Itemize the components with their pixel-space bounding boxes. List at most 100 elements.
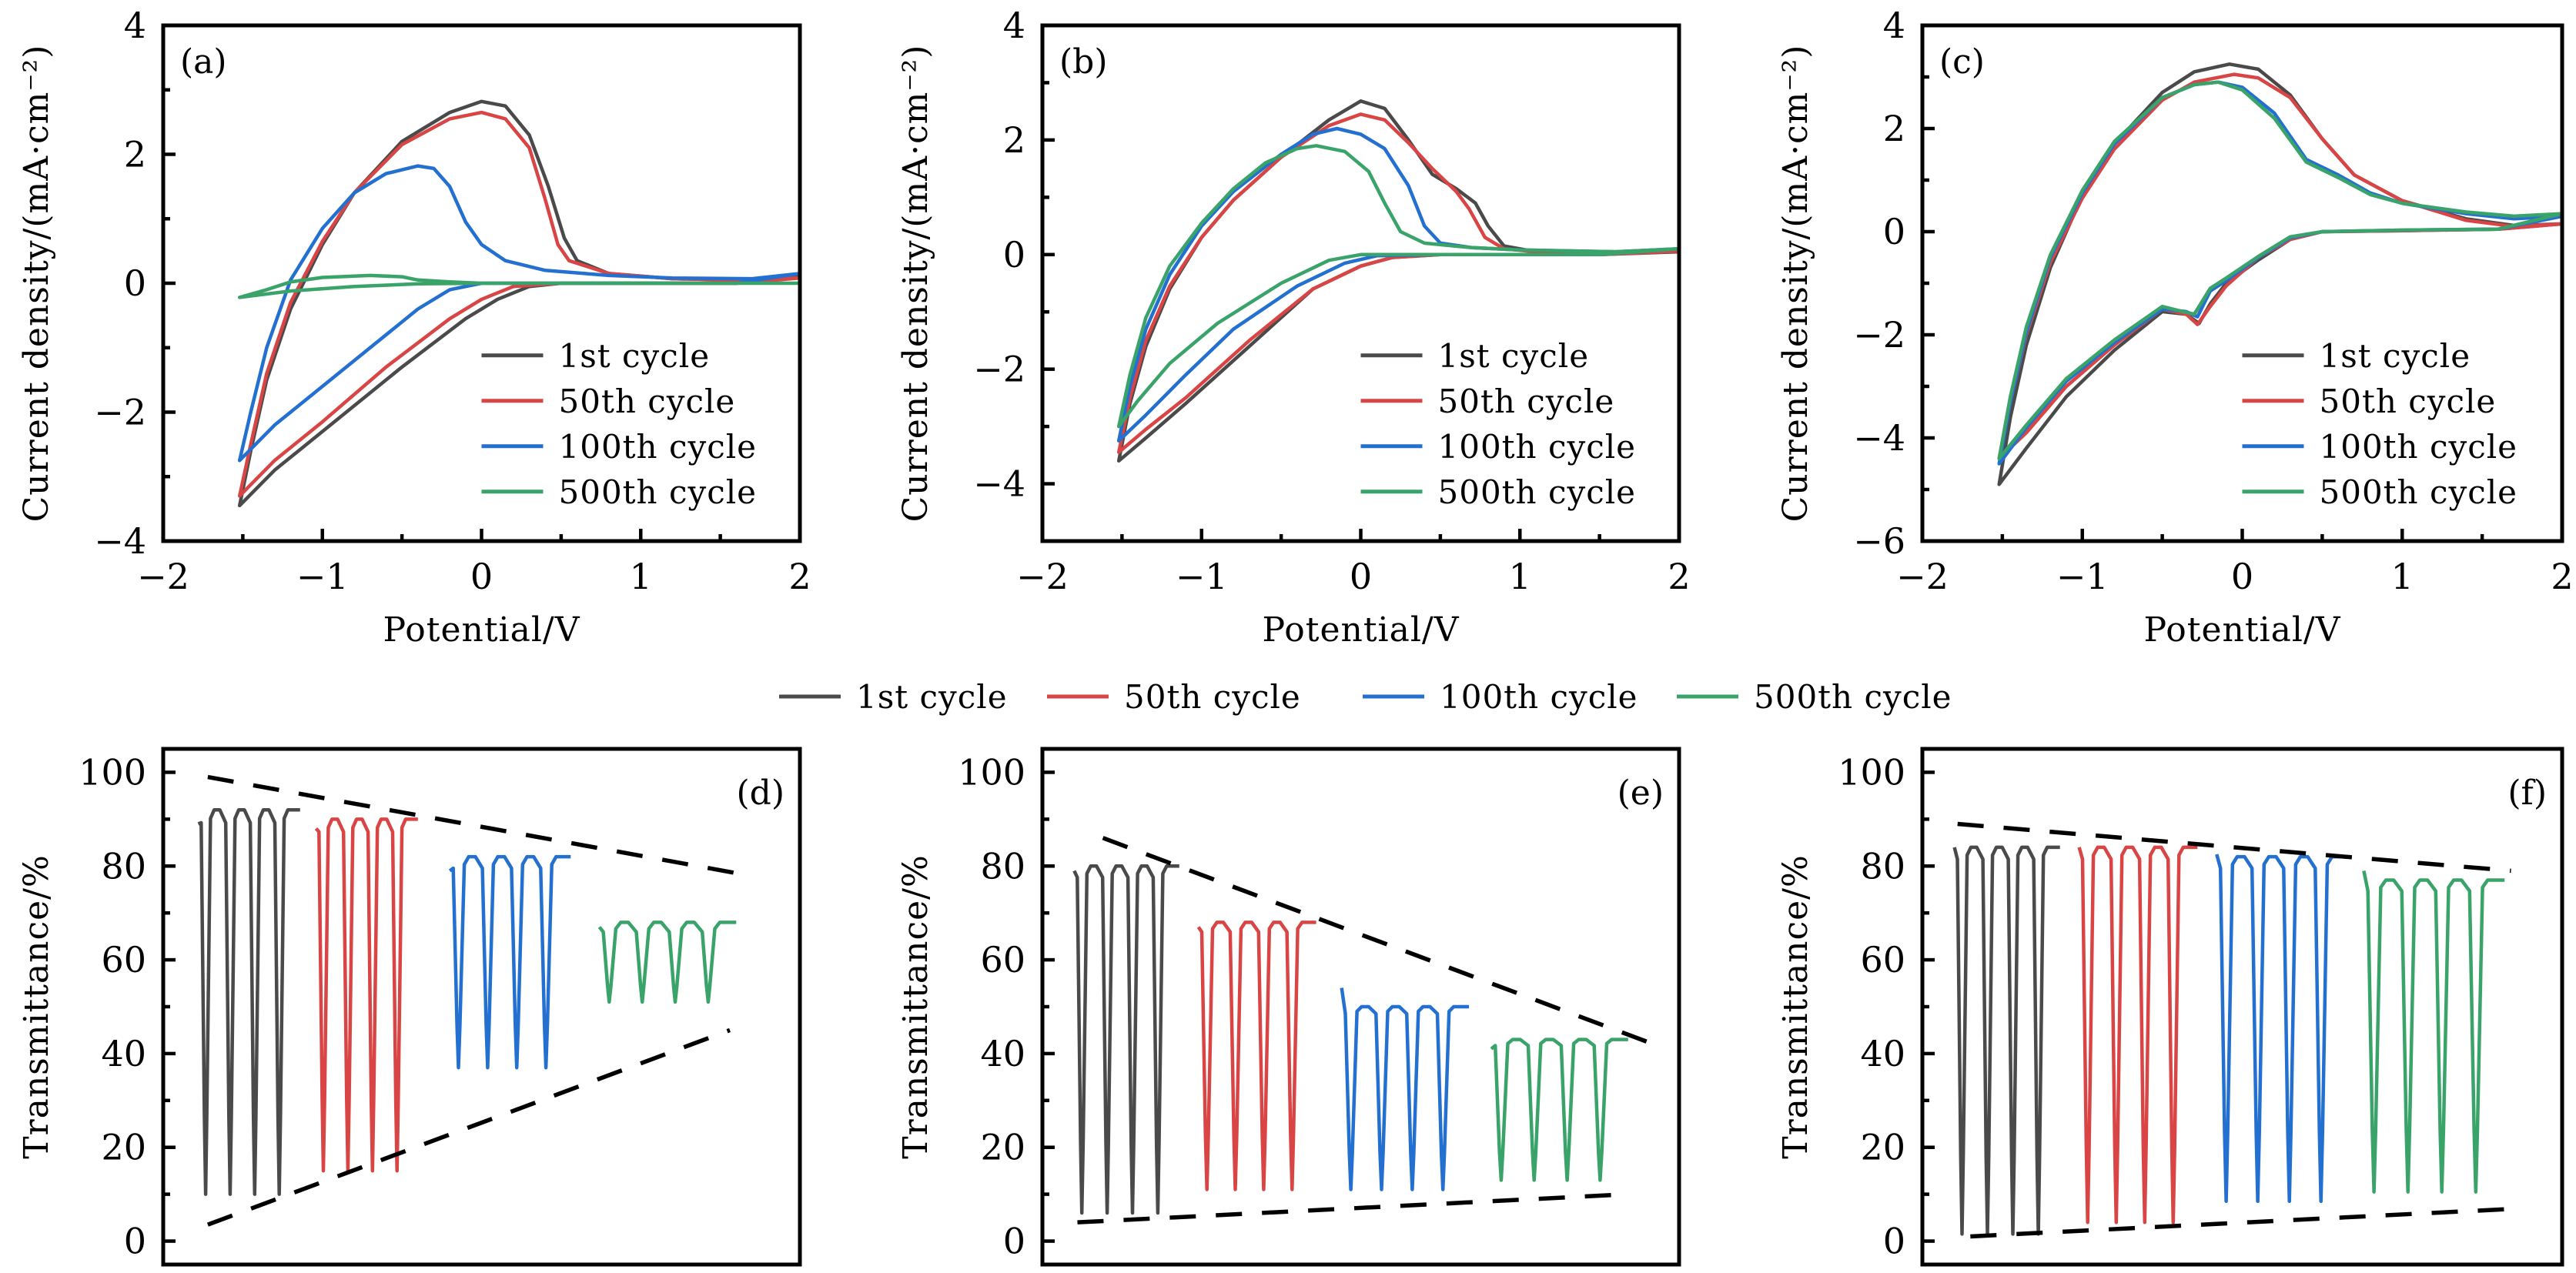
y-axis-title: Transmittance/% [17, 854, 56, 1159]
transmittance-trace-100th-cycle [2215, 854, 2348, 1204]
transmittance-trace-50th-cycle [2077, 845, 2198, 1225]
panel-e: 0 20 40 60 80 100 Transmittance/% (e) [896, 747, 1681, 1267]
panel-b: −4 −2 0 2 4 −2 −1 0 1 2 Potential/V Current density… [896, 5, 1691, 650]
y-tick-label: −6 [1853, 520, 1905, 562]
legend-label: 1st cycle [856, 678, 1008, 716]
y-tick-label: 100 [958, 751, 1025, 793]
legend: 1st cycle 50th cycle 100th cycle 500th cycl… [481, 337, 758, 511]
x-axis-title: Potential/V [2143, 610, 2340, 650]
x-tick-label: −2 [1896, 556, 1949, 597]
legend-label: 50th cycle [1124, 678, 1301, 716]
y-tick-label: 4 [124, 5, 146, 46]
legend-label: 1st cycle [1438, 337, 1590, 375]
x-tick-label: −2 [137, 556, 189, 597]
panel-label: (a) [180, 42, 227, 82]
transmittance-trace-50th-cycle [314, 817, 418, 1173]
series-line-500th-cycle [1116, 144, 1679, 429]
y-tick-label: 2 [1003, 119, 1025, 161]
x-tick-label: −1 [1176, 556, 1228, 597]
transmittance-trace-1st-cycle [197, 807, 300, 1196]
axis-frame [1040, 23, 1681, 543]
panel-label: (f) [2507, 773, 2547, 813]
x-tick-label: −1 [296, 556, 349, 597]
y-tick-label: 20 [101, 1127, 146, 1168]
y-tick-label: 0 [124, 262, 146, 304]
y-tick-label: −4 [94, 520, 146, 562]
transmittance-trace-500th-cycle [2362, 870, 2505, 1194]
y-tick-label: −4 [973, 463, 1025, 505]
panel-label: (c) [1939, 42, 1985, 82]
y-tick-label: 0 [1003, 234, 1025, 276]
y-axis-title: Current density/(mA·cm⁻²) [1776, 45, 1815, 523]
x-tick-label: 0 [1350, 556, 1372, 597]
plot-area [237, 99, 800, 508]
y-tick-label: 0 [1883, 211, 1905, 252]
y-tick-label: 20 [1860, 1127, 1905, 1168]
y-tick-label: −2 [973, 349, 1025, 390]
envelope-upper-dashed-line [1957, 821, 2511, 874]
y-tick-label: 60 [1860, 939, 1905, 981]
panel-c: −6 −4 −2 0 2 4 −2 −1 0 1 2 Potential/V Current densi… [1776, 5, 2574, 650]
y-tick-label: 40 [1860, 1033, 1905, 1074]
plot-area [197, 774, 750, 1227]
y-tick-label: 4 [1883, 5, 1905, 46]
x-tick-label: 2 [788, 556, 811, 597]
y-tick-label: 20 [980, 1127, 1025, 1168]
y-tick-label: 4 [1003, 5, 1025, 46]
series-line-100th-cycle [237, 164, 800, 463]
plot-area [1952, 821, 2524, 1239]
x-tick-label: 0 [2231, 556, 2253, 597]
envelope-lower-dashed-line [206, 1027, 731, 1227]
legend-label: 1st cycle [2320, 337, 2471, 375]
x-axis-title: Potential/V [383, 610, 580, 650]
envelope-lower-dashed-line [1077, 1191, 1628, 1225]
legend: 1st cycle 50th cycle 100th cycle 500th cycl… [1360, 337, 1637, 511]
series-line-50th-cycle [1116, 112, 1679, 454]
y-axis-title: Transmittance/% [1776, 854, 1815, 1159]
x-axis-title: Potential/V [1262, 610, 1459, 650]
legend-label: 100th cycle [559, 428, 758, 466]
envelope-lower-dashed-line [1970, 1206, 2524, 1239]
envelope-upper-dashed-line [1102, 836, 1654, 1047]
y-tick-label: −2 [94, 392, 146, 433]
axis-frame [1920, 23, 2564, 543]
legend-label: 500th cycle [1754, 678, 1952, 716]
x-tick-label: −2 [1016, 556, 1069, 597]
panel-label: (b) [1059, 42, 1108, 82]
plot-area [1072, 836, 1654, 1225]
shared-legend: 1st cycle 50th cycle 100th cycle 500th cycl… [779, 678, 1952, 716]
y-tick-label: 80 [101, 845, 146, 887]
x-tick-label: −1 [2056, 556, 2109, 597]
y-tick-label: 0 [124, 1221, 146, 1262]
transmittance-trace-1st-cycle [1072, 864, 1179, 1215]
y-tick-label: 80 [1860, 845, 1905, 887]
y-tick-label: 80 [980, 845, 1025, 887]
legend-label: 500th cycle [2320, 473, 2518, 511]
transmittance-trace-500th-cycle [1490, 1037, 1628, 1182]
panel-label: (d) [737, 773, 785, 813]
y-tick-label: 40 [980, 1033, 1025, 1074]
panel-f: 0 20 40 60 80 100 Transmittance/% (f) [1776, 747, 2564, 1267]
transmittance-trace-100th-cycle [1340, 987, 1470, 1191]
legend-label: 1st cycle [559, 337, 711, 375]
legend-label: 500th cycle [559, 473, 758, 511]
legend-label: 50th cycle [2320, 383, 2497, 420]
y-tick-label: −4 [1853, 417, 1905, 459]
legend-label: 100th cycle [1440, 678, 1638, 716]
y-axis-title: Transmittance/% [896, 854, 935, 1159]
axis-frame [1920, 747, 2564, 1267]
y-tick-label: 0 [1003, 1221, 1025, 1262]
legend-label: 500th cycle [1438, 473, 1637, 511]
y-tick-label: 2 [124, 134, 146, 175]
y-axis-title: Current density/(mA·cm⁻²) [17, 45, 56, 523]
y-tick-label: 0 [1883, 1221, 1905, 1262]
legend-label: 50th cycle [559, 383, 736, 420]
legend-label: 100th cycle [2320, 428, 2518, 466]
x-tick-label: 2 [1668, 556, 1690, 597]
plot-area [1997, 62, 2562, 486]
x-tick-label: 2 [2551, 556, 2573, 597]
transmittance-trace-100th-cycle [448, 854, 571, 1070]
y-tick-label: 60 [980, 939, 1025, 981]
